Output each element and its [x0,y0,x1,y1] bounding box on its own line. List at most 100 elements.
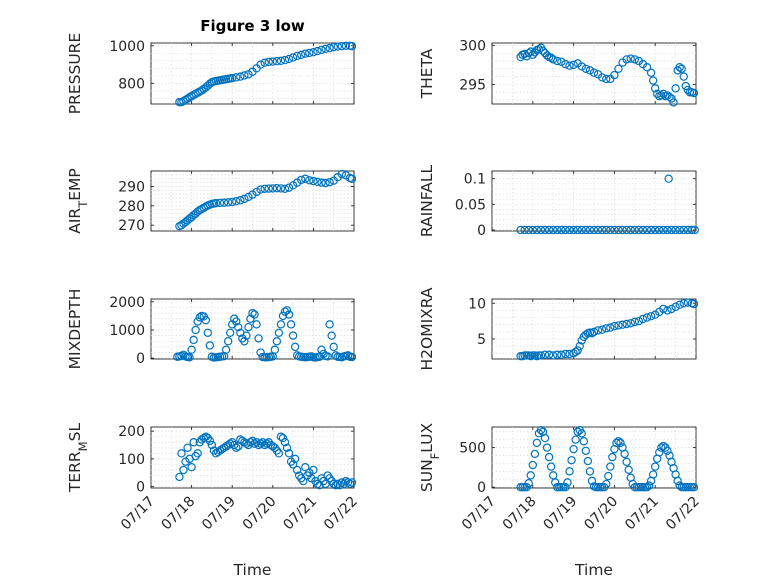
rainfall-point [532,225,542,235]
theta-point [589,68,599,77]
air_temp-point [227,197,237,207]
rainfall-point [540,225,550,235]
sun_flux-point [622,457,631,467]
rainfall-point [663,225,672,235]
mixdepth-point [252,320,261,329]
terr_msl-point [280,438,290,447]
sun_flux-point [616,438,625,448]
rainfall-point [646,225,656,235]
terr_msl-point [343,478,353,487]
h2omixra-point [571,347,580,357]
rainfall-point [553,225,562,235]
mixdepth-point [254,334,263,343]
rainfall-point [520,225,529,235]
sun_flux-point [569,444,578,454]
terr_msl-ytick-label: 0 [136,480,145,496]
sun_flux-point [522,483,531,492]
rainfall-point [610,225,619,235]
pressure-point [288,53,298,62]
terr_msl-point [207,440,217,450]
h2omixra-point [683,298,693,307]
sun_flux-point [673,476,682,486]
sun_flux-point [581,446,591,455]
sun_flux-point [620,449,629,459]
theta-point [681,81,691,91]
rainfall-point [664,174,673,183]
rainfall-point [634,225,644,235]
h2omixra-point [581,330,591,339]
h2omixra-point [626,319,635,328]
mixdepth-point [343,351,353,360]
theta-ytick-label: 300 [459,38,486,54]
h2omixra-point [557,350,566,359]
terr_msl-point [276,432,286,441]
theta-point [622,55,631,64]
rainfall-point [622,225,631,235]
h2omixra-ytick-label: 10 [468,296,486,312]
air_temp-point [211,198,221,208]
mixdepth-point [189,335,198,345]
rainfall-point [528,225,538,235]
h2omixra-point [618,320,627,329]
air_temp-point [272,184,282,193]
rainfall-point [630,225,640,235]
terr_msl-point [189,438,198,447]
terr_msl-point [345,479,355,489]
terr_msl-point [274,449,284,458]
mixdepth-point [187,345,196,354]
h2omixra-point [634,316,644,326]
theta-point [534,45,544,54]
terr_msl-point [183,443,192,452]
terr_msl-point [175,472,184,482]
mixdepth-point [286,320,296,329]
mixdepth-point [327,331,336,340]
air_temp-point [215,198,225,208]
theta-point [538,46,548,56]
air_temp-point [305,176,314,185]
terr_msl-point [193,449,202,458]
sun_flux-point [561,483,570,492]
air_temp-point [313,177,322,187]
sun_flux-point [565,467,574,476]
pressure-ytick-label: 800 [118,76,145,92]
pressure-point [179,96,188,106]
air_temp-point [280,184,290,194]
h2omixra-point [642,313,652,322]
theta-point [569,60,578,70]
rainfall-point [618,225,627,235]
rainfall-point [690,225,699,235]
rainfall-point [679,225,688,235]
theta-point [651,84,660,93]
mixdepth-point [325,320,334,329]
terr_msl-point [205,436,215,446]
sun_flux-point [577,429,586,438]
theta-point [577,62,586,71]
mixdepth-ytick-label: 0 [136,351,145,367]
air_temp-point [301,174,310,183]
mixdepth-point [240,337,249,346]
theta-point [610,70,619,80]
rainfall-point [573,225,582,235]
rainfall-point [549,225,558,235]
pressure-point [276,56,286,66]
pressure-point [305,48,314,58]
sun_flux-point [532,438,542,448]
theta-point [675,63,684,72]
terr_msl-point [337,478,347,487]
sun_flux-point [604,471,613,481]
rainfall-point [565,225,574,235]
theta-point [561,59,570,69]
sun_flux-point [526,471,535,480]
pressure-ytick-label: 1000 [109,39,145,55]
sun_flux-point [587,476,597,486]
air_temp-axes: 270 280 290 AIRTEMP [66,168,357,234]
mixdepth-point [225,328,235,338]
mixdepth-point [256,348,265,357]
theta-point [585,66,595,75]
pressure-point [256,60,265,69]
mixdepth-point [250,310,259,319]
air_temp-point [321,178,330,188]
mixdepth-axes: 0 1000 2000 MIXDEPTH [66,289,357,369]
sun_flux-point [642,483,652,492]
